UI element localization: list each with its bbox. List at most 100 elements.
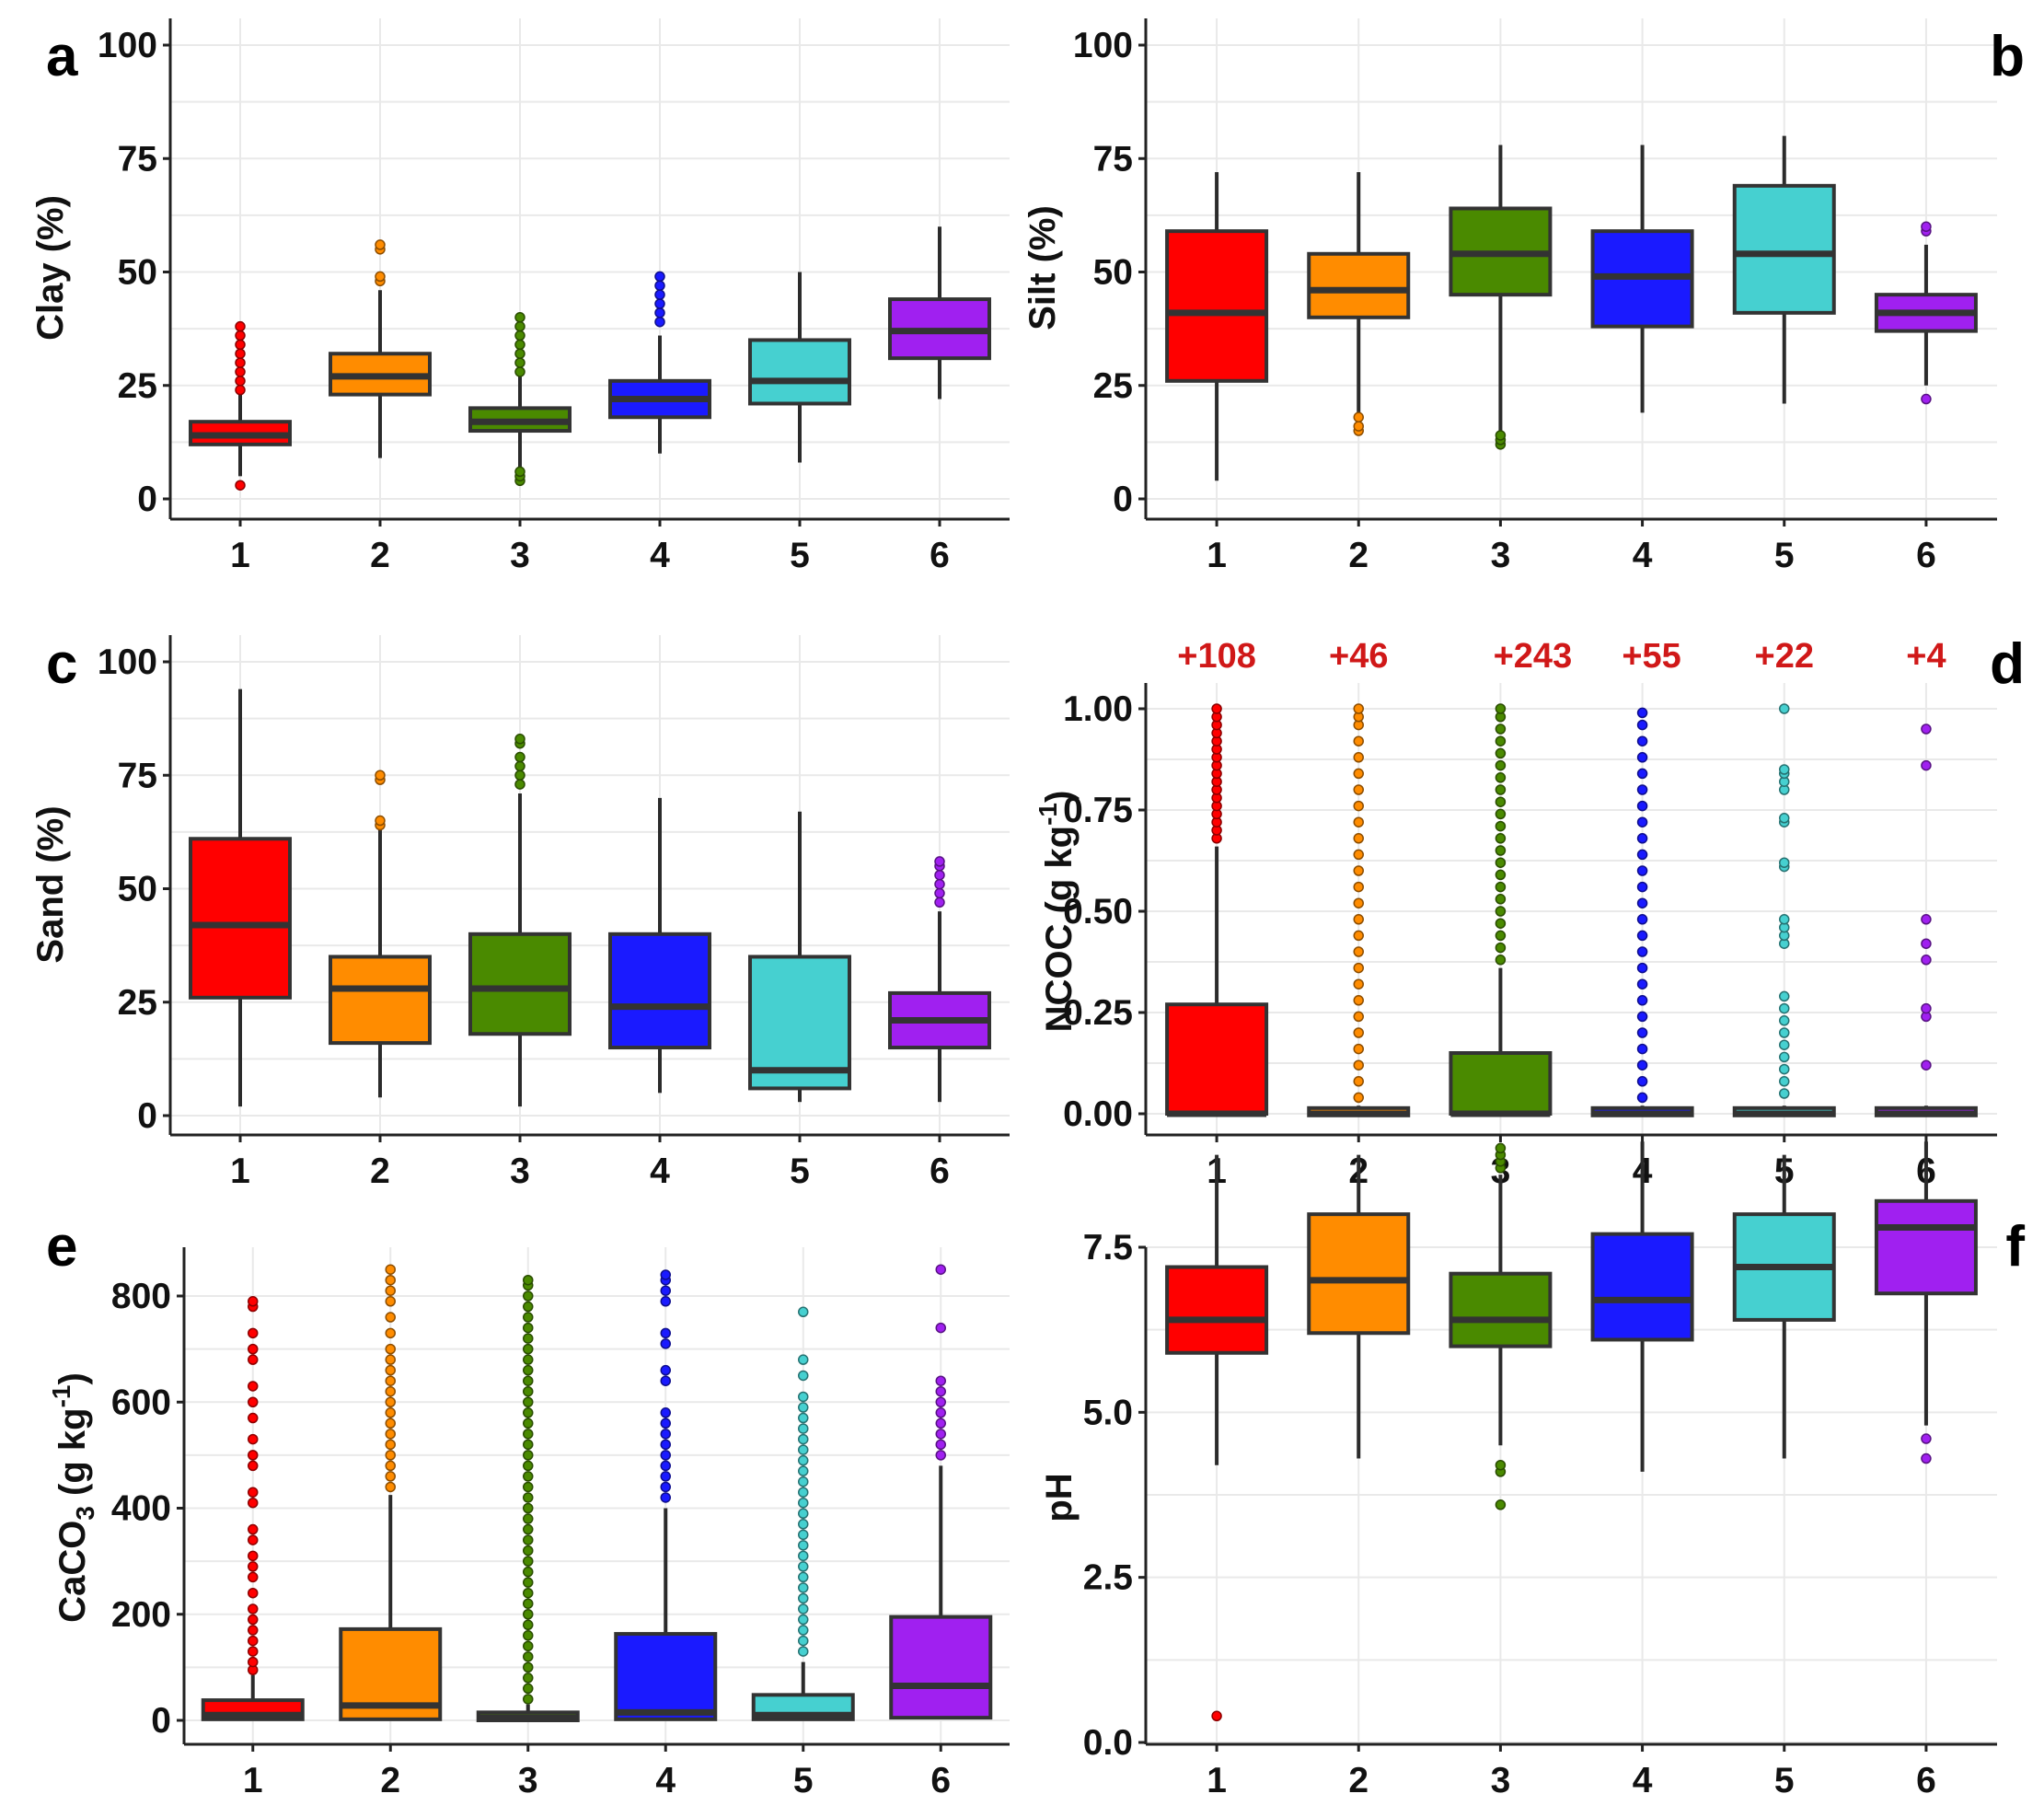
y-tick-label: 800 [111,1277,171,1316]
outlier-point [660,1364,671,1376]
outlier-point [798,1550,809,1562]
outlier-point [248,1656,259,1668]
x-tick-label: 6 [930,1152,950,1191]
box-1 [1165,172,1269,481]
outlier-point [1921,393,1932,405]
outlier-point [1495,930,1507,942]
box-5 [748,272,851,463]
y-tick-label: 7.5 [1083,1228,1133,1267]
box-1 [1165,703,1269,1117]
box-4 [608,271,711,454]
outlier-point [1636,816,1648,827]
outlier-point [1495,869,1507,881]
y-tick-label: 50 [118,253,157,293]
outlier-point [935,1375,946,1386]
outlier-point [523,1683,534,1695]
outlier-point [1779,914,1790,925]
box-2 [329,239,432,458]
outlier-point [248,1571,259,1583]
outlier-point [1353,914,1364,925]
outlier-point [1636,1059,1648,1071]
outlier-point [248,1587,259,1599]
outlier-point [1779,813,1790,824]
outlier-point [523,1672,534,1684]
outlier-point [1353,752,1364,763]
outlier-point [514,466,525,478]
outlier-point [248,1343,259,1355]
box-rect [748,955,851,1091]
outlier-point [385,1364,396,1376]
outlier-point [1636,1043,1648,1055]
panel-f: 0.0 2.5 5.0 7.5 1 2 3 4 5 6 pH f [1039,1141,2025,1800]
box-5 [748,811,851,1103]
outlier-point [1353,703,1364,714]
outlier-point [523,1545,534,1557]
outlier-point [1495,723,1507,735]
x-tick-label: 2 [1348,536,1368,575]
y-tick-label: 25 [118,983,157,1023]
outlier-point [1353,421,1364,432]
outlier-point [235,348,246,359]
x-tick-label: 4 [650,536,670,575]
outlier-point [514,751,525,763]
outlier-point [1353,1092,1364,1104]
outlier-point [1495,820,1507,832]
x-tick-label: 4 [1633,1761,1653,1800]
x-tick-label: 2 [370,536,390,575]
outlier-point [1353,1011,1364,1023]
outlier-point [660,1450,671,1461]
outlier-point [654,271,665,283]
outlier-point [385,1312,396,1323]
outlier-point [248,1460,259,1472]
outlier-point [798,1370,809,1382]
outlier-point [523,1492,534,1503]
outlier-point [523,1429,534,1440]
outlier-point [235,357,246,368]
outlier-point [523,1661,534,1673]
y-tick-label: 5.0 [1083,1393,1133,1432]
y-tick-label: 100 [1073,26,1133,65]
outlier-point [375,815,386,827]
panel-label: f [2005,1215,2025,1279]
box-3 [468,312,572,487]
panel-label: e [46,1215,77,1279]
y-axis-label-part: -1 [47,1385,75,1408]
x-tick-label: 4 [1633,536,1653,575]
box-rect [1307,1212,1411,1336]
outlier-point [514,779,525,790]
panel-c: 0 25 50 75 100 1 2 3 4 5 6 Sand (%) c [30,632,1010,1191]
outlier-point [798,1354,809,1365]
y-axis-label: pH [1039,1473,1080,1522]
outlier-point [248,1603,259,1614]
outlier-point [514,348,525,359]
outlier-point [523,1481,534,1493]
outlier-point [523,1630,534,1641]
box-rect [1590,1232,1694,1342]
box-rect [1449,1271,1553,1348]
outlier-point [935,1322,946,1334]
outlier-point [1353,897,1364,908]
outlier-point [798,1592,809,1604]
y-axis-label: NCOC (g kg-1) [1034,791,1080,1033]
x-tick-label: 3 [510,1152,530,1191]
outlier-point [1779,1051,1790,1063]
x-tick-label: 5 [1774,536,1795,575]
outlier-point [1353,946,1364,957]
box-4 [1590,145,1694,413]
outlier-point [523,1534,534,1545]
outlier-point [654,289,665,300]
outlier-point [514,357,525,368]
outlier-point [1353,930,1364,942]
outlier-point [385,1375,396,1386]
panel-d: 0.000.250.500.751.00123456NCOC (g kg-1)d… [1034,632,2025,1191]
outlier-point [248,1296,259,1307]
outlier-point [523,1333,534,1344]
outlier-point [1495,845,1507,856]
outlier-point [1779,1039,1790,1050]
x-tick-label: 3 [1491,536,1511,575]
x-tick-label: 1 [230,536,250,575]
outlier-point [1921,759,1932,771]
outlier-point [385,1460,396,1472]
outlier-point [1495,735,1507,746]
outlier-count-label: +22 [1755,637,1814,676]
